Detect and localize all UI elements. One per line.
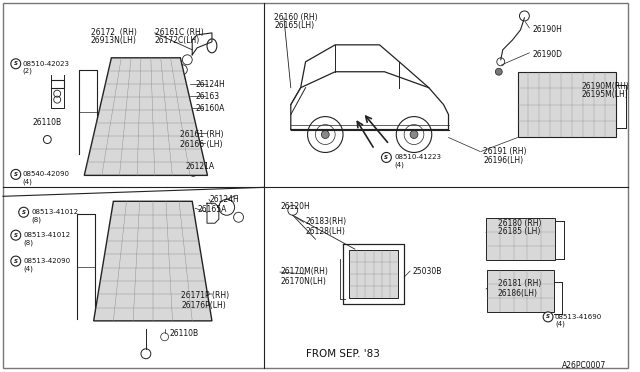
Text: 26166 (LH): 26166 (LH) [180, 140, 223, 148]
Text: 26176P(LH): 26176P(LH) [181, 301, 226, 310]
Text: 08510-42023: 08510-42023 [22, 61, 70, 67]
Text: 26165A: 26165A [197, 205, 227, 214]
Text: 08513-41012: 08513-41012 [31, 209, 79, 215]
Text: 26121A: 26121A [186, 163, 214, 171]
Text: 26160A: 26160A [195, 104, 225, 113]
Text: (8): (8) [24, 239, 34, 246]
Text: 26128(LH): 26128(LH) [305, 227, 346, 236]
Circle shape [11, 230, 20, 240]
Circle shape [308, 116, 343, 153]
Text: 26181 (RH): 26181 (RH) [498, 279, 541, 288]
Polygon shape [518, 72, 616, 137]
Text: FROM SEP. '83: FROM SEP. '83 [305, 349, 380, 359]
Text: 26185 (LH): 26185 (LH) [498, 227, 540, 236]
Text: 08510-41223: 08510-41223 [394, 154, 442, 160]
Text: 26180 (RH): 26180 (RH) [498, 219, 541, 228]
Circle shape [11, 256, 20, 266]
Polygon shape [84, 58, 207, 175]
Text: 26195M(LH): 26195M(LH) [582, 90, 628, 99]
Text: 26171P (RH): 26171P (RH) [181, 291, 230, 300]
Circle shape [410, 131, 418, 138]
Text: (4): (4) [394, 161, 404, 168]
Text: 26183(RH): 26183(RH) [305, 217, 347, 226]
Circle shape [396, 116, 432, 153]
Text: 26190H: 26190H [532, 25, 562, 34]
Text: (4): (4) [24, 265, 33, 272]
Text: S: S [14, 259, 18, 264]
Text: 26190M(RH): 26190M(RH) [582, 82, 630, 91]
Text: S: S [385, 155, 388, 160]
Text: 26186(LH): 26186(LH) [498, 289, 538, 298]
Polygon shape [487, 270, 554, 312]
Text: 26110B: 26110B [170, 329, 198, 338]
Text: 08513-41690: 08513-41690 [555, 314, 602, 320]
Circle shape [381, 153, 391, 163]
Text: 26160 (RH): 26160 (RH) [274, 13, 317, 22]
Text: 26190D: 26190D [532, 50, 563, 59]
Circle shape [11, 59, 20, 69]
Text: (8): (8) [31, 216, 42, 223]
Text: 08513-41012: 08513-41012 [24, 232, 71, 238]
Polygon shape [486, 218, 555, 260]
Circle shape [11, 169, 20, 179]
Text: 26913N(LH): 26913N(LH) [91, 36, 136, 45]
Text: 26110B: 26110B [33, 118, 61, 126]
Circle shape [321, 131, 329, 138]
Text: 26170N(LH): 26170N(LH) [281, 277, 327, 286]
Text: 08540-42090: 08540-42090 [22, 171, 70, 177]
Text: (4): (4) [555, 321, 565, 327]
Text: S: S [14, 61, 18, 66]
Text: 25030B: 25030B [412, 267, 442, 276]
Text: A26PC0007: A26PC0007 [562, 361, 606, 370]
Polygon shape [349, 250, 398, 298]
Text: 26172C(LH): 26172C(LH) [155, 36, 200, 45]
Text: 26161 (RH): 26161 (RH) [180, 129, 224, 138]
Text: S: S [14, 172, 18, 177]
Text: (2): (2) [22, 68, 33, 74]
Text: S: S [546, 314, 550, 320]
Text: 26165(LH): 26165(LH) [274, 21, 314, 30]
Text: 26170M(RH): 26170M(RH) [281, 267, 329, 276]
Text: 26120H: 26120H [281, 202, 310, 211]
Circle shape [543, 312, 553, 322]
Text: S: S [22, 210, 26, 215]
Polygon shape [93, 201, 212, 321]
Circle shape [495, 68, 502, 75]
Text: 26163: 26163 [195, 92, 220, 101]
Text: 08513-42090: 08513-42090 [24, 258, 71, 264]
Text: 26124H: 26124H [195, 80, 225, 89]
Text: 26172  (RH): 26172 (RH) [91, 28, 136, 37]
Text: S: S [14, 232, 18, 238]
Text: 26196(LH): 26196(LH) [483, 157, 523, 166]
Text: 26124H: 26124H [210, 195, 240, 204]
Text: 26161C (RH): 26161C (RH) [155, 28, 204, 37]
Circle shape [19, 207, 29, 217]
Text: (4): (4) [22, 179, 33, 185]
Text: 26191 (RH): 26191 (RH) [483, 147, 527, 157]
